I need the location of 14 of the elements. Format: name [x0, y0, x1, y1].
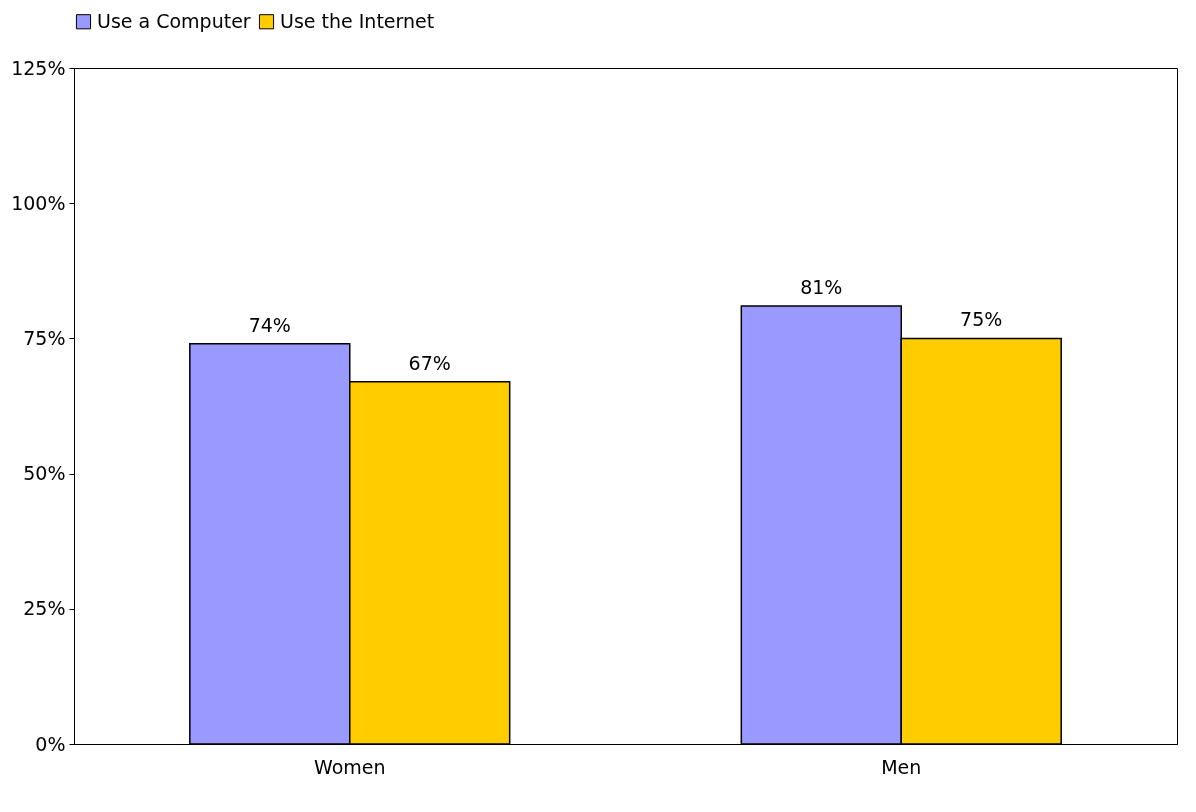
- legend-label: Use a Computer: [97, 9, 251, 32]
- data-label: 81%: [800, 275, 843, 298]
- y-tick-label: 75%: [23, 326, 66, 349]
- y-tick-label: 50%: [23, 462, 66, 485]
- y-tick-label: 125%: [11, 56, 66, 79]
- x-tick-label: Women: [313, 755, 386, 778]
- data-label: 67%: [408, 351, 451, 374]
- y-tick-label: 100%: [11, 191, 66, 214]
- y-tick-label: 25%: [23, 597, 66, 620]
- data-label: 74%: [248, 313, 291, 336]
- y-tick-label: 0%: [35, 732, 66, 755]
- data-label: 75%: [960, 308, 1003, 331]
- legend-label: Use the Internet: [280, 9, 435, 32]
- x-tick-label: Men: [881, 755, 922, 778]
